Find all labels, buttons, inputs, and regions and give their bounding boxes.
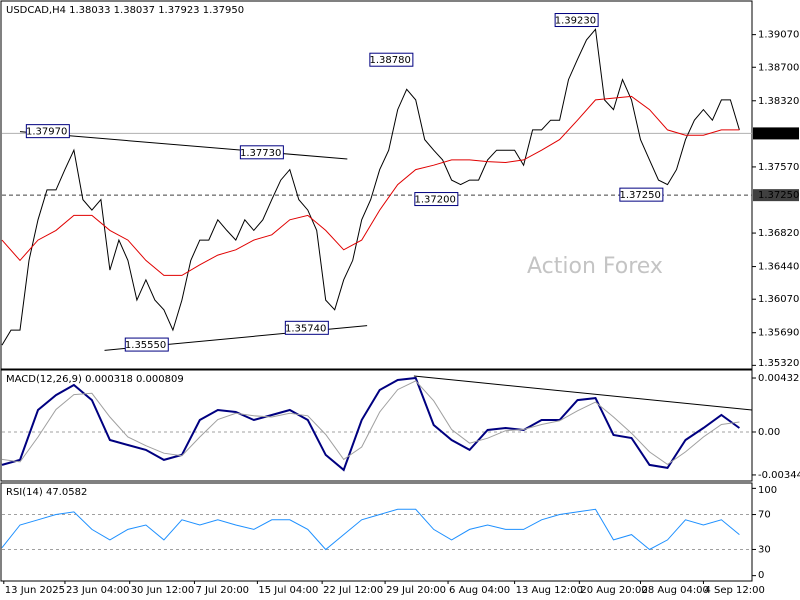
price-box <box>753 127 799 140</box>
x-tick-label: 15 Jul 04:00 <box>258 585 318 596</box>
y-tick-label: 70 <box>758 510 771 521</box>
x-tick-label: 23 Jun 04:00 <box>66 585 130 596</box>
annotation-label: 1.38780 <box>370 55 411 66</box>
y-tick-label: 1.36820 <box>758 228 799 239</box>
x-tick-label: 13 Aug 12:00 <box>516 585 583 596</box>
annotation-box <box>284 320 329 335</box>
watermark: Action Forex <box>527 254 663 279</box>
y-tick-label: 1.38700 <box>758 62 799 73</box>
annotation-label: 1.37250 <box>620 190 661 201</box>
annotation-box <box>619 187 664 202</box>
annotation-box <box>25 124 70 139</box>
pane-frame <box>0 0 753 370</box>
x-tick-label: 29 Jul 20:00 <box>386 585 446 596</box>
series-line <box>1 380 740 466</box>
pane-title: MACD(12,26,9) 0.000318 0.000809 <box>6 374 184 385</box>
y-tick-label: -0.003444 <box>758 470 800 481</box>
price-box <box>753 189 799 202</box>
y-tick-label: 0.004327 <box>758 373 800 384</box>
y-tick-label: 100 <box>758 485 777 496</box>
x-tick-label: 4 Sep 12:00 <box>704 585 764 596</box>
x-tick-label: 13 Jun 2025 <box>5 585 65 596</box>
x-tick-label: 6 Aug 04:00 <box>449 585 510 596</box>
price-box-label: 1.37250 <box>758 190 799 201</box>
x-tick-label: 30 Jun 12:00 <box>131 585 195 596</box>
pane-title: USDCAD,H4 1.38033 1.38037 1.37923 1.3795… <box>6 5 244 16</box>
pane-title: RSI(14) 47.0582 <box>6 487 87 498</box>
annotation-label: 1.37200 <box>414 195 455 206</box>
y-tick-label: 0.00 <box>758 427 780 438</box>
annotation-label: 1.37970 <box>26 127 67 138</box>
x-tick-label: 7 Jul 20:00 <box>195 585 249 596</box>
x-tick-label: 20 Aug 20:00 <box>580 585 647 596</box>
annotation-box <box>124 337 169 352</box>
series-line <box>1 28 740 346</box>
annotation-box <box>414 192 459 207</box>
price-box-label: 1.37950 <box>758 128 799 139</box>
y-tick-label: 1.36440 <box>758 262 799 273</box>
pane-frame <box>0 482 753 582</box>
series-line <box>1 508 740 551</box>
y-tick-label: 1.35320 <box>758 358 799 369</box>
series-line <box>1 95 740 276</box>
x-tick-label: 28 Aug 04:00 <box>641 585 708 596</box>
trendline <box>413 375 753 411</box>
y-tick-label: 0 <box>758 570 764 581</box>
annotation-box <box>554 13 599 28</box>
annotation-label: 1.39230 <box>555 16 596 27</box>
y-tick-label: 1.38320 <box>758 96 799 107</box>
annotation-label: 1.35740 <box>285 323 326 334</box>
y-tick-label: 30 <box>758 544 771 555</box>
annotation-box <box>369 52 414 67</box>
y-tick-label: 1.35690 <box>758 328 799 339</box>
annotation-box <box>239 145 284 160</box>
y-tick-label: 1.39070 <box>758 30 799 41</box>
pane-frame <box>0 369 753 482</box>
y-tick-label: 1.37570 <box>758 162 799 173</box>
annotation-label: 1.37730 <box>240 148 281 159</box>
y-tick-label: 1.36070 <box>758 294 799 305</box>
series-line <box>1 376 740 472</box>
x-tick-label: 22 Jul 12:00 <box>323 585 383 596</box>
trendline <box>19 131 348 160</box>
annotation-label: 1.35550 <box>125 340 166 351</box>
